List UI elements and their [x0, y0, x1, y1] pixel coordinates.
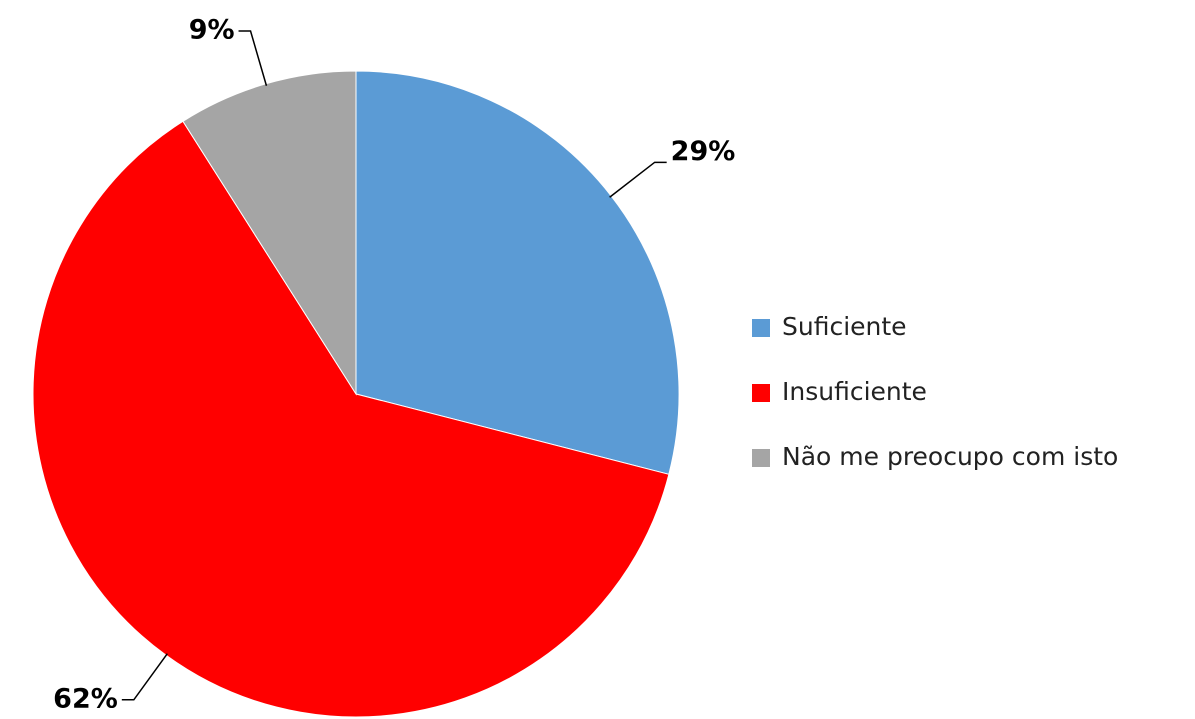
data-label: 9%: [189, 15, 235, 46]
legend-label: Suficiente: [782, 312, 907, 341]
legend-swatch: [752, 384, 770, 402]
data-label: 29%: [671, 136, 736, 167]
legend-swatch: [752, 449, 770, 467]
legend-label: Não me preocupo com isto: [782, 442, 1118, 471]
legend-swatch: [752, 319, 770, 337]
data-label: 62%: [53, 683, 118, 714]
leader-line: [238, 30, 268, 86]
leader-line: [609, 161, 667, 198]
leader-line: [121, 653, 168, 701]
legend-label: Insuficiente: [782, 377, 927, 406]
